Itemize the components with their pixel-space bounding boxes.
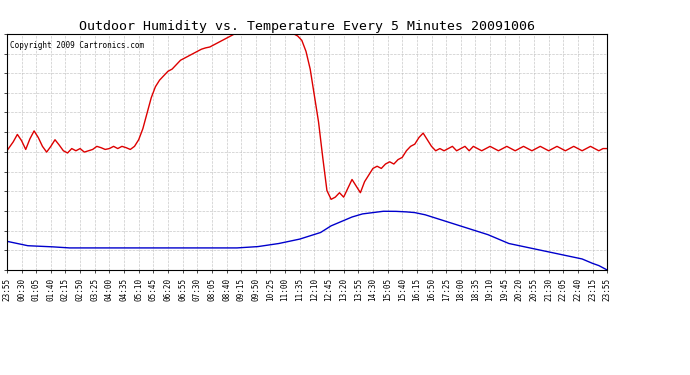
Text: Copyright 2009 Cartronics.com: Copyright 2009 Cartronics.com bbox=[10, 41, 144, 50]
Title: Outdoor Humidity vs. Temperature Every 5 Minutes 20091006: Outdoor Humidity vs. Temperature Every 5… bbox=[79, 20, 535, 33]
